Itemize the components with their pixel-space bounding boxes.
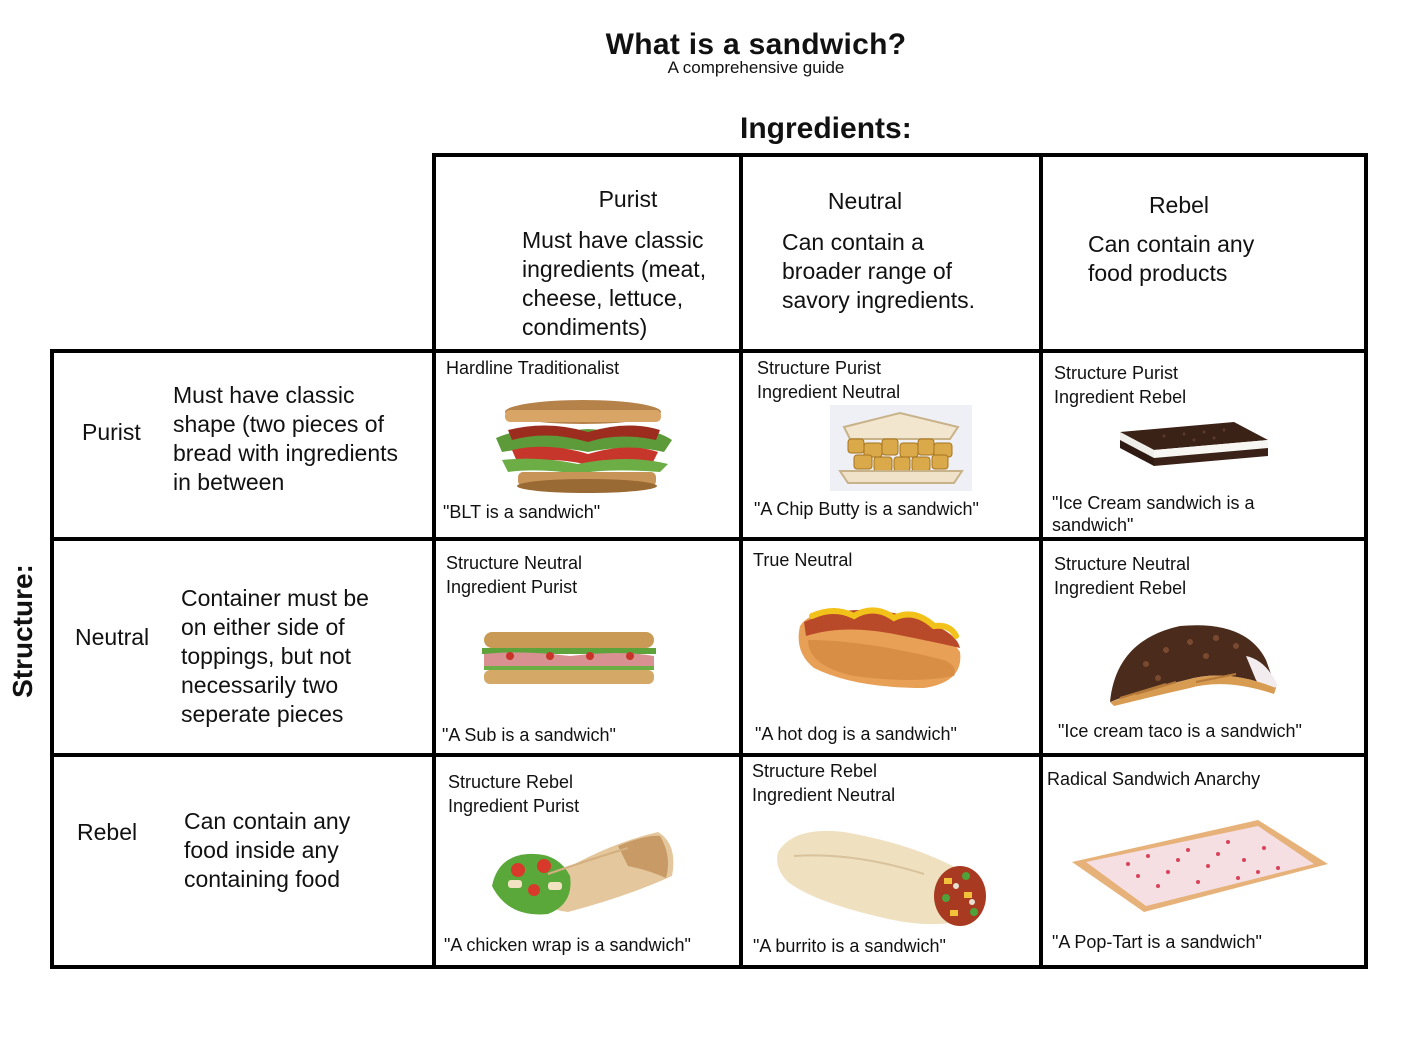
column-divider bbox=[1039, 349, 1043, 969]
row-title-rebel: Rebel bbox=[77, 819, 138, 845]
cell-caption: Radical Sandwich Anarchy bbox=[1047, 769, 1261, 789]
cell-quote: "A Pop-Tart is a sandwich" bbox=[1052, 932, 1262, 952]
row-title-neutral: Neutral bbox=[75, 624, 150, 650]
column-title-neutral: Neutral bbox=[827, 188, 903, 214]
cell-quote: "A chicken wrap is a sandwich" bbox=[444, 935, 691, 955]
cell-caption: Structure Purist Ingredient Rebel bbox=[1054, 363, 1187, 407]
row-desc-purist: Must have classic shape (two pieces of bre… bbox=[173, 382, 399, 495]
chip-butty-image bbox=[830, 405, 972, 491]
cell-quote: "A burrito is a sandwich" bbox=[753, 936, 946, 956]
cell-quote: "Ice Cream sandwich is a sandwich" bbox=[1052, 493, 1255, 535]
burrito-image bbox=[777, 830, 986, 926]
row-desc-neutral: Container must be on either side of toppin… bbox=[181, 585, 369, 727]
cell-caption: Structure Purist Ingredient Neutral bbox=[757, 358, 901, 402]
cell-caption: Structure Neutral Ingredient Purist bbox=[446, 553, 583, 597]
blt-sandwich-image bbox=[496, 400, 672, 493]
column-divider bbox=[1039, 153, 1043, 351]
row-desc-rebel: Can contain any food inside any containing… bbox=[184, 808, 351, 892]
structure-axis-label: Structure: bbox=[7, 564, 38, 698]
cell-quote: "A hot dog is a sandwich" bbox=[755, 724, 957, 744]
column-desc-neutral: Can contain a broader range of savory ingr… bbox=[782, 229, 976, 313]
cell-quote: "A Sub is a sandwich" bbox=[442, 725, 616, 745]
cell-quote: "Ice cream taco is a sandwich" bbox=[1058, 721, 1302, 741]
cell-caption: Structure Rebel Ingredient Neutral bbox=[752, 761, 896, 805]
hot-dog-image bbox=[798, 607, 961, 688]
column-divider bbox=[432, 349, 436, 969]
row-title-purist: Purist bbox=[82, 419, 141, 445]
cell-caption: Hardline Traditionalist bbox=[446, 358, 620, 378]
column-title-rebel: Rebel bbox=[1148, 192, 1210, 218]
cell-quote: "A Chip Butty is a sandwich" bbox=[754, 499, 979, 519]
column-desc-purist: Must have classic ingredients (meat, chees… bbox=[522, 227, 707, 340]
column-desc-rebel: Can contain any food products bbox=[1088, 231, 1255, 286]
pop-tart-image bbox=[1072, 820, 1328, 912]
column-divider bbox=[739, 153, 743, 351]
sub-sandwich-image bbox=[482, 632, 656, 684]
cell-caption: Structure Rebel Ingredient Purist bbox=[448, 772, 580, 816]
ice-cream-taco-image bbox=[1110, 625, 1278, 706]
ingredients-axis-label: Ingredients: bbox=[740, 112, 912, 145]
column-divider bbox=[739, 349, 743, 969]
chicken-wrap-image bbox=[492, 832, 674, 915]
ingredients-header-box bbox=[432, 153, 1368, 351]
page-subtitle: A comprehensive guide bbox=[667, 58, 845, 77]
page-title: What is a sandwich? bbox=[605, 28, 907, 61]
row-divider bbox=[50, 753, 1368, 757]
cell-caption: True Neutral bbox=[753, 550, 853, 570]
row-divider bbox=[50, 537, 1368, 541]
cell-caption: Structure Neutral Ingredient Rebel bbox=[1054, 554, 1191, 598]
cell-quote: "BLT is a sandwich" bbox=[443, 502, 601, 522]
column-title-purist: Purist bbox=[598, 186, 658, 212]
ice-cream-sandwich-image bbox=[1120, 422, 1268, 466]
